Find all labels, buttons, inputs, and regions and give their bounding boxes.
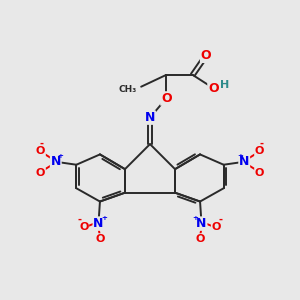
Text: N: N bbox=[93, 217, 104, 230]
Text: O: O bbox=[95, 234, 105, 244]
Text: +: + bbox=[237, 153, 243, 159]
Text: O: O bbox=[255, 146, 264, 156]
Text: -: - bbox=[77, 215, 81, 225]
Text: O: O bbox=[201, 49, 211, 62]
Text: -: - bbox=[219, 215, 223, 225]
Text: +: + bbox=[57, 153, 63, 159]
Text: O: O bbox=[255, 168, 264, 178]
Text: +: + bbox=[193, 215, 199, 221]
Text: O: O bbox=[36, 146, 45, 156]
Text: O: O bbox=[212, 222, 221, 232]
Text: N: N bbox=[145, 111, 155, 124]
Text: -: - bbox=[39, 139, 43, 149]
Text: +: + bbox=[101, 215, 107, 221]
Text: O: O bbox=[195, 234, 205, 244]
Text: O: O bbox=[161, 92, 172, 105]
Text: CH₃: CH₃ bbox=[118, 85, 137, 94]
Text: N: N bbox=[239, 155, 249, 168]
Text: H: H bbox=[220, 80, 229, 90]
Text: -: - bbox=[259, 139, 263, 149]
Text: O: O bbox=[79, 222, 88, 232]
Text: N: N bbox=[196, 217, 207, 230]
Text: O: O bbox=[208, 82, 219, 95]
Text: N: N bbox=[51, 155, 61, 168]
Text: O: O bbox=[36, 168, 45, 178]
